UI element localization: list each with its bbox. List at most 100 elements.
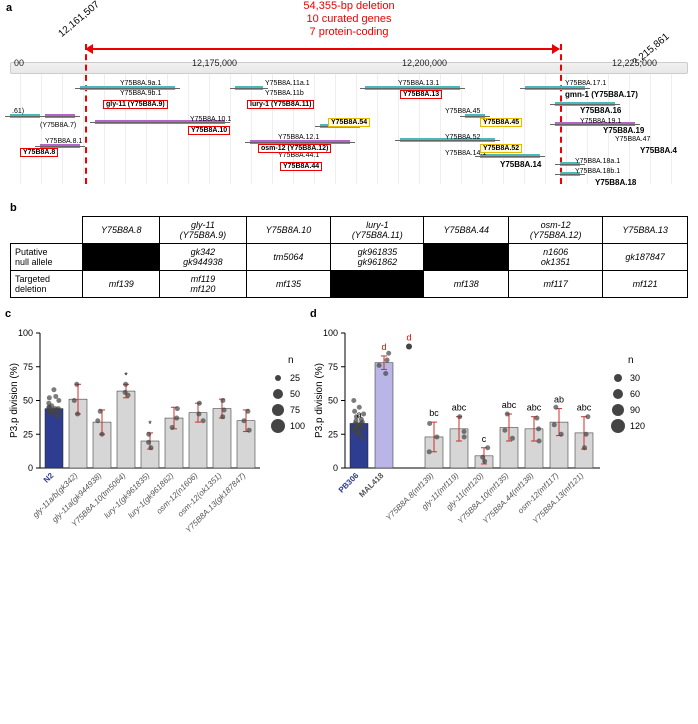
data-point (47, 395, 52, 400)
deletion-header: 54,355-bp deletion 10 curated genes 7 pr… (303, 0, 394, 40)
ruler-tick: 12,175,000 (192, 58, 237, 68)
legend-dot (273, 389, 283, 399)
gene-line (245, 142, 355, 143)
data-point (584, 432, 589, 437)
row1-label: Putativenull allele (11, 244, 83, 271)
data-point (351, 398, 356, 403)
data-point (485, 445, 490, 450)
data-point (241, 418, 246, 423)
data-point (585, 414, 590, 419)
col-header: Y75B8A.44 (424, 217, 509, 244)
bold-gene-name: Y75B8A.4 (640, 146, 677, 155)
sig-annotation: abc (577, 403, 592, 413)
data-point (51, 387, 56, 392)
gene-label: Y75B8A.9b.1 (120, 90, 161, 97)
x-tick-label: MAL418 (357, 471, 385, 499)
data-point (361, 412, 366, 417)
legend-label: 75 (290, 405, 300, 415)
data-point (98, 409, 103, 414)
bold-gene-name: gmn-1 (Y75B8A.17) (565, 90, 638, 99)
table-cell: mf117 (509, 271, 603, 298)
data-point (462, 434, 467, 439)
y-tick-label: 0 (333, 463, 338, 473)
sig-annotation: abc (452, 403, 467, 413)
panel-a-label: a (6, 2, 12, 14)
data-point (534, 416, 539, 421)
sig-annotation: * (124, 370, 128, 380)
data-point (148, 445, 153, 450)
legend-title: n (288, 355, 294, 366)
gene-line (520, 88, 590, 89)
gene-label: (Y75B8A.7) (40, 122, 76, 129)
data-point (505, 412, 510, 417)
sig-annotation: a (356, 409, 361, 419)
data-point (480, 455, 485, 460)
red-boxed-gene: gly-11 (Y75B8A.9) (103, 100, 168, 109)
data-point (170, 425, 175, 430)
data-point (457, 414, 462, 419)
gene-label: Y75B8A.18b.1 (575, 168, 620, 175)
data-point (123, 390, 128, 395)
panel-b-table: b Y75B8A.8gly-11(Y75B8A.9)Y75B8A.10lury-… (0, 198, 698, 298)
table-cell: n1606ok1351 (509, 244, 603, 271)
gene-line (5, 116, 45, 117)
legend-label: 60 (630, 389, 640, 399)
gene-label: Y75B8A.11a.1 (265, 80, 310, 87)
gene-line (75, 88, 180, 89)
legend-label: 90 (630, 405, 640, 415)
data-point (383, 371, 388, 376)
y-tick-label: 100 (18, 328, 33, 338)
data-point (245, 409, 250, 414)
gene-label: Y75B8A.10.1 (190, 116, 231, 123)
data-point (74, 382, 79, 387)
data-point (196, 412, 201, 417)
x-tick-label: N2 (42, 471, 56, 485)
panel-d-chart: d 0255075100P3.p division (%)aPB306dMAL4… (310, 323, 640, 593)
gene-label: Y75B8A.19.1 (580, 118, 621, 125)
legend-dot (611, 419, 625, 433)
sig-annotation: d (381, 342, 386, 352)
data-point (427, 449, 432, 454)
gene-label: Y75B8A.8.1 (45, 138, 82, 145)
deletion-genes: 10 curated genes (303, 13, 394, 26)
yellow-boxed-gene: Y75B8A.45 (480, 118, 522, 127)
data-point (559, 432, 564, 437)
sig-annotation: abc (502, 400, 517, 410)
data-point (377, 363, 382, 368)
data-point (552, 422, 557, 427)
gene-label: Y75B8A.17.1 (565, 80, 606, 87)
sig-annotation: ab (554, 395, 564, 405)
data-point (434, 434, 439, 439)
gene-label: Y75B8A.11b (265, 90, 304, 97)
table-cell (83, 244, 160, 271)
data-point (582, 445, 587, 450)
data-point (95, 418, 100, 423)
yellow-boxed-gene: Y75B8A.52 (480, 144, 522, 153)
red-boxed-gene: osm-12 (Y75B8A.12) (258, 144, 331, 153)
table-cell (331, 271, 424, 298)
data-point (222, 407, 227, 412)
bar (375, 363, 393, 468)
table-cell: mf139 (83, 271, 160, 298)
ruler-start: 00 (14, 58, 24, 68)
data-point (56, 406, 61, 411)
gene-line (35, 146, 85, 147)
legend-dot (272, 404, 284, 416)
data-point (220, 414, 225, 419)
gene-line (460, 116, 490, 117)
gene-line (40, 116, 80, 117)
gene-track: Y75B8A.9a.1Y75B8A.9b.1.61)(Y75B8A.7)Y75B… (0, 78, 698, 188)
charts-row: c 0255075100P3.p division (%)N2gly-11a/b… (0, 323, 698, 593)
data-point (75, 412, 80, 417)
yellow-boxed-gene: Y75B8A.54 (328, 118, 370, 127)
table-cell: tm5064 (246, 244, 331, 271)
legend-title: n (628, 355, 634, 366)
data-point (537, 439, 542, 444)
table-cell: mf121 (603, 271, 688, 298)
data-point (201, 418, 206, 423)
table-cell: mf138 (424, 271, 509, 298)
bold-gene-name: Y75B8A.14 (500, 160, 541, 169)
y-tick-label: 25 (23, 429, 33, 439)
table-cell: gk187847 (603, 244, 688, 271)
gene-line (360, 88, 465, 89)
